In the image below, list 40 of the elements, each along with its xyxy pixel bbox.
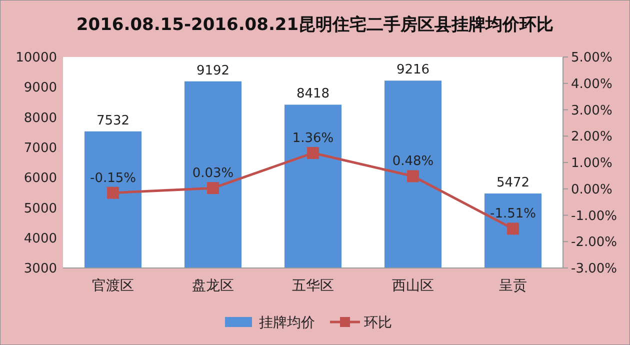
y2-tick-label: 2.00% bbox=[571, 130, 612, 145]
point bbox=[207, 182, 219, 194]
y2-tick-label: 0.00% bbox=[571, 182, 612, 198]
data-label: 9216 bbox=[396, 62, 430, 78]
y-tick-label: 5000 bbox=[24, 201, 57, 216]
chart-title: 2016.08.15-2016.08.21昆明住宅二手房区县挂牌均价环比 bbox=[76, 15, 554, 35]
x-tick-label: 西山区 bbox=[392, 278, 434, 294]
y2-tick-label: -2.00% bbox=[571, 235, 617, 250]
y2-tick-label: -1.00% bbox=[571, 208, 617, 224]
point bbox=[507, 222, 519, 235]
x-tick-label: 五华区 bbox=[292, 278, 334, 294]
y2-tick-label: -3.00% bbox=[571, 262, 617, 277]
data-label: 5472 bbox=[496, 175, 530, 190]
data-label: 1.36% bbox=[292, 131, 334, 146]
y2-tick-label: 1.00% bbox=[571, 156, 612, 172]
y-tick-label: 10000 bbox=[16, 50, 57, 66]
data-label: 0.03% bbox=[192, 166, 234, 182]
data-label: -1.51% bbox=[490, 206, 536, 222]
y-tick-label: 7000 bbox=[24, 140, 57, 156]
data-label: -0.15% bbox=[90, 170, 136, 186]
point bbox=[407, 170, 419, 182]
data-label: 0.48% bbox=[392, 154, 434, 170]
y-tick-label: 3000 bbox=[24, 262, 57, 277]
legend-label: 环比 bbox=[364, 314, 392, 331]
data-label: 9192 bbox=[196, 63, 230, 78]
y-tick-label: 8000 bbox=[24, 110, 57, 126]
y-tick-label: 4000 bbox=[24, 231, 57, 246]
data-label: 8418 bbox=[296, 86, 330, 102]
data-label: 7532 bbox=[96, 113, 130, 128]
x-tick-label: 盘龙区 bbox=[192, 278, 234, 294]
legend-label: 挂牌均价 bbox=[259, 314, 315, 331]
y2-tick-label: 3.00% bbox=[571, 103, 612, 118]
y2-tick-label: 4.00% bbox=[571, 76, 612, 92]
y2-tick-label: 5.00% bbox=[571, 50, 612, 66]
y-tick-label: 9000 bbox=[24, 80, 57, 96]
point bbox=[107, 186, 119, 199]
x-tick-label: 呈贡 bbox=[499, 278, 527, 294]
point bbox=[307, 147, 319, 160]
x-tick-label: 官渡区 bbox=[92, 278, 134, 294]
y-tick-label: 6000 bbox=[24, 171, 57, 186]
